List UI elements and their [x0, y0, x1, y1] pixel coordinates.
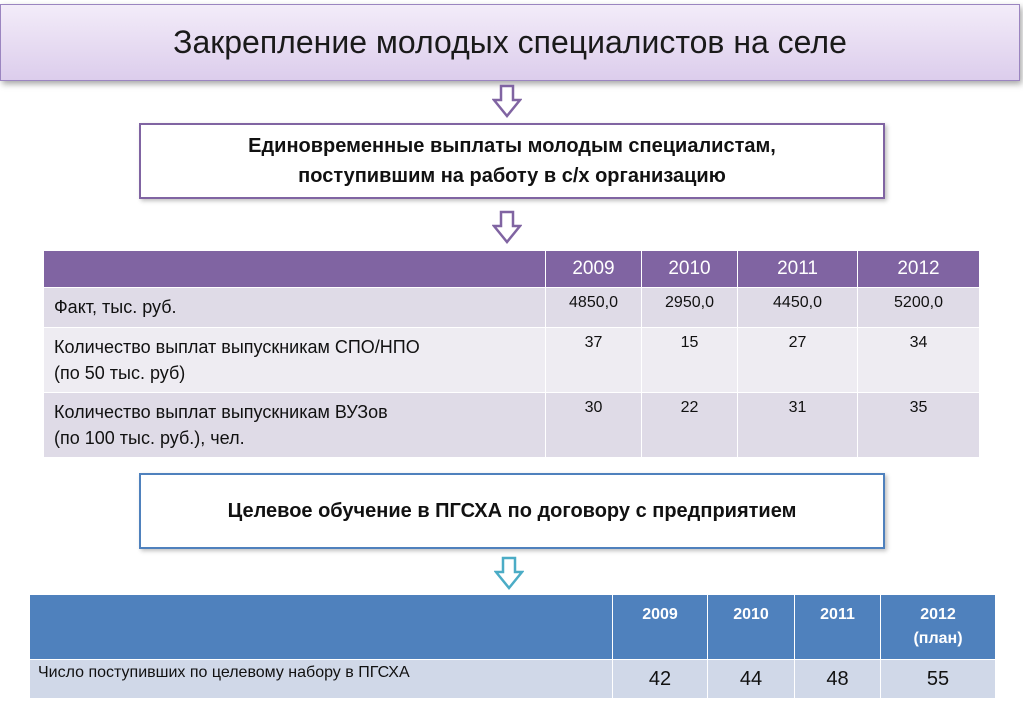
target-training-box: Целевое обучение в ПГСХА по договору с п… — [139, 473, 885, 549]
table-cell: 37 — [545, 327, 642, 393]
payments-box-line1: Единовременные выплаты молодым специалис… — [248, 135, 776, 157]
target-training-text: Целевое обучение в ПГСХА по договору с п… — [227, 500, 797, 522]
payments-box-line2: поступившим на работу в с/х организацию — [298, 165, 726, 187]
table-cell: 5200,0 — [857, 287, 980, 328]
table-cell: 31 — [737, 392, 858, 458]
header-cell-2010: 2010 — [641, 250, 738, 288]
table-cell: 55 — [880, 659, 996, 699]
table-cell: 15 — [641, 327, 738, 393]
table-row: Факт, тыс. руб. 4850,0 2950,0 4450,0 520… — [43, 287, 980, 328]
row-label: Число поступивших по целевому набору в П… — [29, 659, 613, 699]
table-cell: 42 — [612, 659, 708, 699]
header-cell-2009: 2009 — [612, 594, 708, 660]
header-cell-2010: 2010 — [707, 594, 795, 660]
down-arrow-icon — [492, 84, 522, 118]
table-cell: 48 — [794, 659, 881, 699]
payments-box: Единовременные выплаты молодым специалис… — [139, 123, 885, 199]
table-cell: 22 — [641, 392, 738, 458]
header-cell-2012-plan: 2012 (план) — [880, 594, 996, 660]
row-label: Количество выплат выпускникам СПО/НПО (п… — [43, 327, 546, 393]
table-row: Количество выплат выпускникам СПО/НПО (п… — [43, 327, 980, 393]
table-cell: 2950,0 — [641, 287, 738, 328]
row-label: Количество выплат выпускникам ВУЗов (по … — [43, 392, 546, 458]
header-cell-2009: 2009 — [545, 250, 642, 288]
target-admission-table: 2009 2010 2011 2012 (план) Число поступи… — [29, 594, 996, 699]
header-cell-2011: 2011 — [737, 250, 858, 288]
page-title: Закрепление молодых специалистов на селе — [173, 24, 847, 60]
row-label: Факт, тыс. руб. — [43, 287, 546, 328]
table-cell: 34 — [857, 327, 980, 393]
table-header-row: 2009 2010 2011 2012 (план) — [29, 594, 996, 660]
down-arrow-icon — [492, 210, 522, 244]
table-cell: 30 — [545, 392, 642, 458]
header-cell-2012: 2012 — [857, 250, 980, 288]
table-row: Число поступивших по целевому набору в П… — [29, 659, 996, 699]
table-header-row: 2009 2010 2011 2012 — [43, 250, 980, 288]
header-cell — [29, 594, 613, 660]
down-arrow-icon — [494, 556, 524, 590]
title-bar: Закрепление молодых специалистов на селе — [0, 4, 1020, 81]
payments-table: 2009 2010 2011 2012 Факт, тыс. руб. 4850… — [43, 250, 980, 458]
table-cell: 27 — [737, 327, 858, 393]
table-row: Количество выплат выпускникам ВУЗов (по … — [43, 392, 980, 458]
header-cell-2011: 2011 — [794, 594, 881, 660]
table-cell: 4850,0 — [545, 287, 642, 328]
header-cell — [43, 250, 546, 288]
table-cell: 4450,0 — [737, 287, 858, 328]
table-cell: 44 — [707, 659, 795, 699]
table-cell: 35 — [857, 392, 980, 458]
